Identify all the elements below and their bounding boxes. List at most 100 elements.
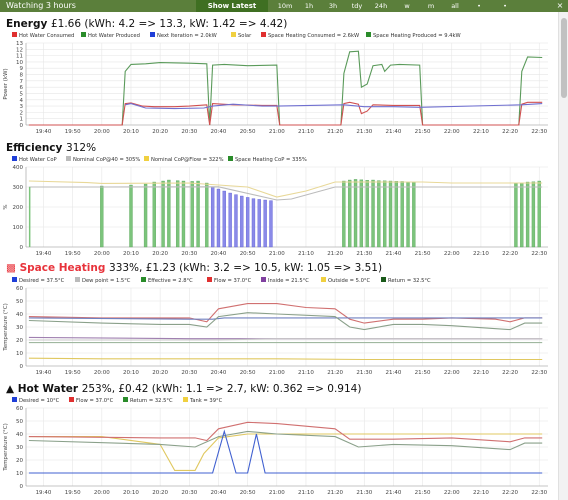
x-tick-label: 21:20: [327, 251, 343, 257]
y-tick-label: 4: [20, 98, 24, 104]
space-heating-cop-bar: [129, 184, 133, 248]
range-m-button[interactable]: m: [427, 2, 435, 10]
space-heating-chart: Desired = 37.5°C Dew point = 1.5°C Effecti…: [3, 277, 548, 376]
y-tick-label: 40: [16, 312, 23, 318]
x-tick-label: 21:50: [415, 251, 431, 257]
hot-water-cop-bar: [216, 188, 221, 248]
y-tick-label: 0: [20, 245, 24, 251]
nominal-cop-flow-line: [28, 180, 543, 198]
x-tick-label: 22:20: [502, 370, 518, 376]
y-tick-label: 40: [16, 432, 23, 438]
x-tick-label: 19:50: [65, 370, 81, 376]
range-dot-1-button[interactable]: •: [477, 2, 481, 10]
legend-swatch: [321, 277, 326, 282]
x-tick-label: 22:30: [531, 251, 547, 257]
series-line: [28, 430, 543, 451]
y-axis-label: %: [3, 204, 9, 209]
close-icon[interactable]: ×: [556, 1, 564, 10]
legend-swatch: [183, 397, 188, 402]
energy-summary: £1.66 (kWh: 4.2 => 13.3, kW: 1.42 => 4.4…: [50, 18, 288, 30]
space-heating-cop-bar: [161, 180, 165, 248]
x-tick-label: 22:20: [502, 129, 518, 135]
x-tick-label: 19:50: [65, 251, 81, 257]
y-tick-label: 10: [16, 60, 23, 66]
range-24h-button[interactable]: 24h: [374, 2, 388, 10]
range-10m-button[interactable]: 10m: [277, 2, 293, 10]
y-tick-label: 11: [16, 54, 23, 60]
legend-entry: Tank = 39°C: [189, 398, 223, 404]
legend-entry: Next Iteration = 2.0kW: [157, 33, 217, 39]
x-tick-label: 20:10: [123, 129, 139, 135]
x-tick-label: 22:10: [473, 129, 489, 135]
y-axis-label: Temperature (°C): [3, 423, 9, 471]
watching-title: Watching 3 hours: [6, 1, 76, 10]
legend-entry: Space Heating CoP = 335%: [235, 157, 307, 163]
hot-water-tap-icon: ▲: [6, 383, 15, 395]
show-latest-button[interactable]: Show Latest: [196, 0, 268, 12]
y-tick-label: 0: [20, 484, 24, 490]
x-tick-label: 22:00: [444, 370, 460, 376]
legend-entry: Return = 32.5°C: [388, 278, 431, 284]
x-tick-label: 21:50: [415, 370, 431, 376]
x-tick-label: 20:30: [181, 251, 197, 257]
hot-water-cop-bar: [263, 199, 267, 248]
space-heating-radiator-icon: ▩: [6, 262, 16, 274]
x-tick-label: 21:40: [386, 129, 402, 135]
x-tick-label: 21:10: [298, 490, 314, 496]
hot-water-cop-bar: [222, 190, 226, 248]
x-tick-label: 20:40: [211, 490, 227, 496]
space-heating-cop-bar: [143, 183, 148, 248]
x-tick-label: 19:40: [36, 370, 52, 376]
hot-water-cop-bar: [240, 195, 244, 248]
space-heating-cop-bar: [400, 181, 404, 248]
space-heating-cop-bar: [520, 182, 524, 248]
x-tick-label: 22:20: [502, 251, 518, 257]
hot-water-cop-bar: [234, 194, 238, 248]
hot-water-cop-bar: [251, 198, 256, 248]
space-heating-cop-bar: [537, 180, 541, 248]
range-dot-2-button[interactable]: •: [503, 2, 507, 10]
x-tick-label: 20:00: [94, 370, 110, 376]
legend-swatch: [75, 277, 80, 282]
efficiency-heading: Efficiency 312%: [6, 142, 96, 154]
legend-entry: Effective = 2.8°C: [148, 278, 193, 284]
y-tick-label: 300: [13, 185, 24, 191]
range-tdy-button[interactable]: tdy: [351, 2, 363, 10]
legend-entry: Flow = 37.0°C: [76, 398, 114, 404]
space-heating-cop-bar: [394, 181, 399, 248]
space-heating-summary: 333%, £1.23 (kWh: 3.2 => 10.5, kW: 1.05 …: [109, 262, 383, 274]
y-tick-label: 20: [16, 458, 23, 464]
x-tick-label: 22:00: [444, 129, 460, 135]
x-tick-label: 21:00: [269, 129, 285, 135]
x-tick-label: 22:10: [473, 251, 489, 257]
legend-entry: Hot Water Produced: [88, 33, 140, 39]
x-tick-label: 21:30: [356, 251, 372, 257]
y-tick-label: 7: [20, 79, 24, 85]
legend-swatch: [141, 277, 146, 282]
vertical-scrollbar[interactable]: [558, 12, 568, 500]
range-all-button[interactable]: all: [451, 2, 459, 10]
space-heating-cop-bar: [365, 180, 369, 248]
legend-swatch: [261, 277, 266, 282]
series-line: [28, 338, 543, 341]
legend-entry: Space Heating Produced = 9.4kW: [373, 33, 461, 39]
y-tick-label: 50: [16, 299, 23, 305]
x-tick-label: 21:00: [269, 490, 285, 496]
x-tick-label: 21:10: [298, 129, 314, 135]
y-tick-label: 100: [13, 225, 24, 231]
legend-entry: Outside = 5.0°C: [328, 278, 371, 284]
space-heating-cop-bar: [514, 183, 518, 248]
x-tick-label: 20:50: [240, 370, 256, 376]
scrollbar-thumb[interactable]: [561, 18, 567, 98]
space-heating-cop-bar: [152, 181, 156, 248]
x-tick-label: 21:00: [269, 370, 285, 376]
y-tick-label: 10: [16, 351, 23, 357]
y-tick-label: 200: [13, 205, 24, 211]
hot-water-cop-bar: [269, 200, 273, 248]
range-3h-button[interactable]: 3h: [328, 2, 338, 10]
space-heating-cop-bar: [531, 181, 536, 248]
x-tick-label: 19:50: [65, 129, 81, 135]
range-w-button[interactable]: w: [404, 2, 410, 10]
x-tick-label: 19:50: [65, 490, 81, 496]
range-1h-button[interactable]: 1h: [304, 2, 314, 10]
